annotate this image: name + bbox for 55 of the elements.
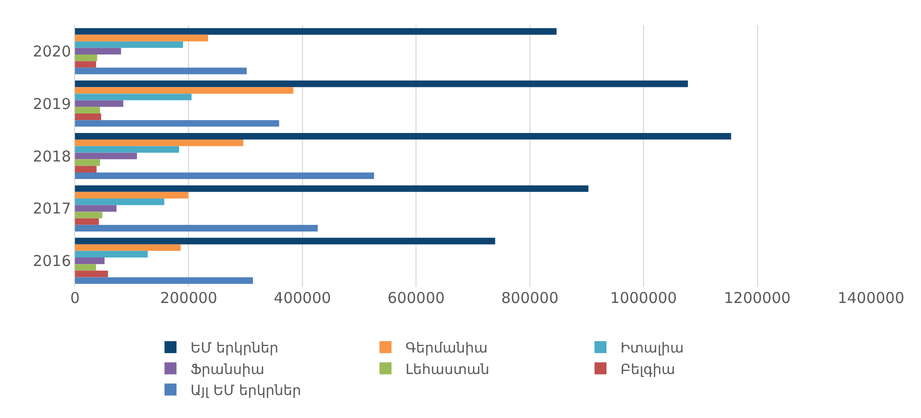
bar — [75, 172, 374, 180]
bar — [75, 80, 688, 88]
x-tick-label: 1000000 — [610, 289, 677, 307]
x-tick-label: 600000 — [388, 289, 445, 307]
bar — [75, 238, 496, 244]
bar — [75, 198, 164, 206]
legend-label: ԵՄ երկրներ — [190, 340, 278, 357]
legend-label: Գերմանիա — [406, 340, 488, 357]
legend-label: Իտալիա — [620, 340, 684, 357]
bar — [75, 113, 102, 120]
bar — [75, 48, 122, 54]
y-tick-label: 2017 — [32, 200, 71, 218]
bar — [75, 166, 97, 172]
bar — [75, 87, 294, 94]
legend-label: Լեհաստան — [406, 362, 490, 378]
legend-label: Ֆրանսիա — [190, 362, 264, 378]
bar — [75, 68, 247, 74]
bar — [75, 205, 117, 212]
x-tick-label: 0 — [70, 289, 80, 307]
y-tick-label: 2016 — [32, 252, 71, 270]
bar — [75, 152, 137, 160]
bar — [75, 106, 100, 114]
x-tick-label: 200000 — [160, 289, 218, 307]
bar — [75, 140, 244, 146]
y-tick-label: 2019 — [32, 94, 71, 113]
x-tick-label: 800000 — [501, 289, 558, 307]
legend-label: Այլ ԵՄ երկրներ — [190, 383, 302, 399]
bar — [75, 132, 732, 140]
bar — [75, 100, 124, 107]
bar — [75, 244, 181, 251]
bar — [75, 224, 318, 232]
bar — [75, 192, 188, 199]
x-tick-label: 400000 — [274, 289, 332, 307]
bar — [75, 94, 192, 100]
bar — [75, 54, 98, 62]
bar — [75, 185, 588, 192]
x-tick-label: 1200000 — [724, 289, 791, 307]
bar — [75, 120, 280, 127]
bar — [75, 258, 105, 264]
bar — [75, 218, 99, 225]
bar — [75, 159, 100, 166]
bar — [75, 146, 180, 153]
bar — [75, 34, 208, 42]
bar — [75, 277, 253, 284]
bar — [75, 250, 148, 258]
y-tick-label: 2020 — [32, 42, 71, 60]
bar — [75, 61, 96, 68]
legend-label: Բելգիա — [620, 362, 676, 378]
bar — [75, 41, 184, 48]
bar — [75, 28, 557, 35]
bar — [75, 270, 108, 278]
bar — [75, 264, 96, 271]
y-tick-label: 2018 — [32, 147, 71, 166]
x-tick-label: 1400000 — [838, 289, 904, 307]
bar — [75, 212, 102, 218]
